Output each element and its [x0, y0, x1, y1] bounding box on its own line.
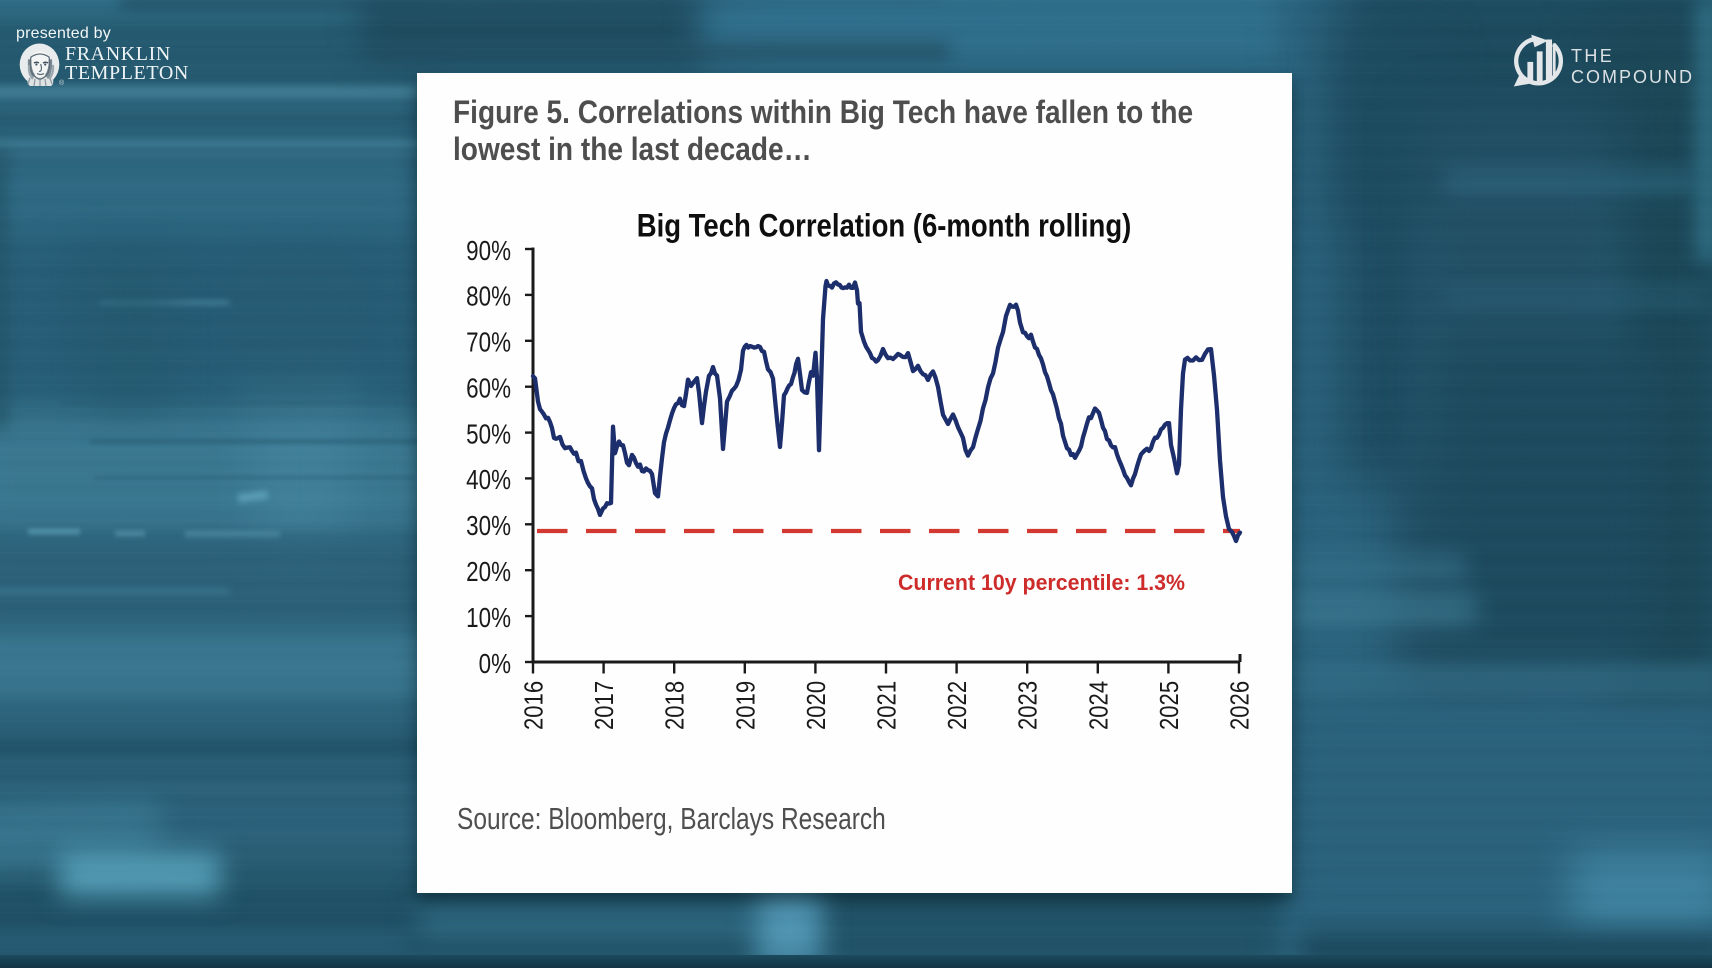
svg-text:2023: 2023 — [1014, 681, 1043, 730]
svg-text:30%: 30% — [466, 511, 511, 542]
svg-text:10%: 10% — [466, 603, 511, 634]
svg-text:20%: 20% — [466, 557, 511, 588]
svg-text:2024: 2024 — [1085, 681, 1114, 730]
svg-text:70%: 70% — [466, 327, 511, 358]
svg-text:®: ® — [59, 79, 64, 87]
svg-text:40%: 40% — [466, 465, 511, 496]
svg-text:2017: 2017 — [590, 681, 619, 730]
svg-text:2025: 2025 — [1155, 681, 1184, 730]
svg-text:2019: 2019 — [732, 681, 761, 730]
svg-text:60%: 60% — [466, 373, 511, 404]
svg-text:2022: 2022 — [943, 681, 972, 730]
svg-text:2020: 2020 — [802, 681, 831, 730]
svg-text:2026: 2026 — [1226, 681, 1255, 730]
svg-text:2018: 2018 — [661, 681, 690, 730]
svg-text:90%: 90% — [466, 236, 511, 267]
svg-text:2021: 2021 — [873, 681, 902, 730]
svg-text:80%: 80% — [466, 281, 511, 312]
svg-text:Big Tech Correlation (6-month: Big Tech Correlation (6-month rolling) — [637, 209, 1132, 244]
svg-text:2016: 2016 — [520, 681, 549, 730]
svg-text:0%: 0% — [479, 649, 511, 680]
svg-text:50%: 50% — [466, 419, 511, 450]
